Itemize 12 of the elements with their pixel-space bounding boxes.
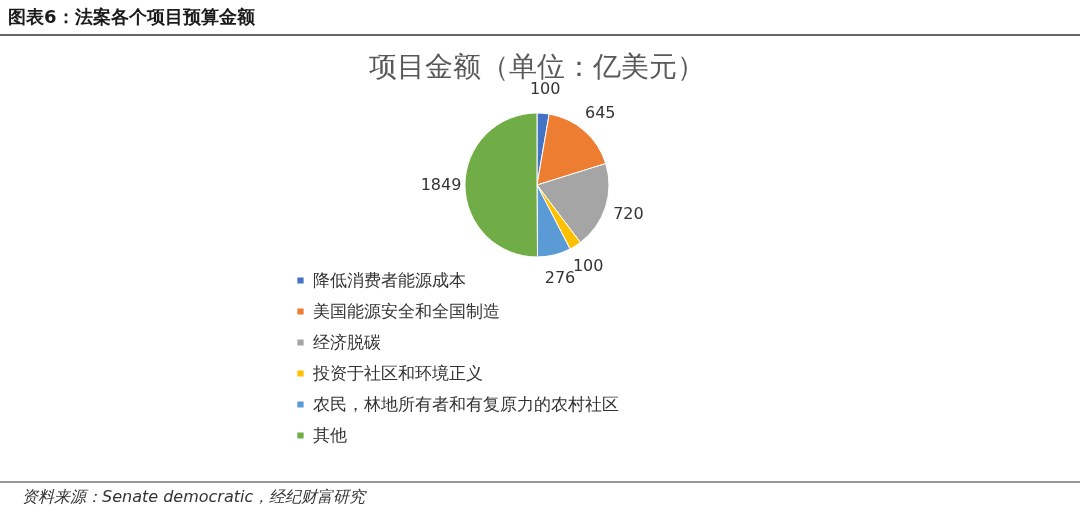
data-label: 276 <box>544 268 576 288</box>
text: 资料来源：Senate democratic，经纪财富研究 <box>22 487 368 506</box>
legend-label: 其他 <box>313 424 347 445</box>
legend-label: 投资于社区和环境正义 <box>312 362 483 383</box>
legend-label: 降低消费者能源成本 <box>313 269 466 290</box>
legend-label: 经济脱碳 <box>313 331 381 352</box>
data-label: 645 <box>584 102 616 122</box>
data-label: 1849 <box>420 175 462 195</box>
data-label: 720 <box>613 204 644 224</box>
legend-label: 美国能源安全和全国制造 <box>313 300 500 321</box>
legend-label: 农民，林地所有者和有复原力的农村社区 <box>313 393 619 414</box>
text: 图表6：法案各个项目预算金额 <box>8 6 256 27</box>
